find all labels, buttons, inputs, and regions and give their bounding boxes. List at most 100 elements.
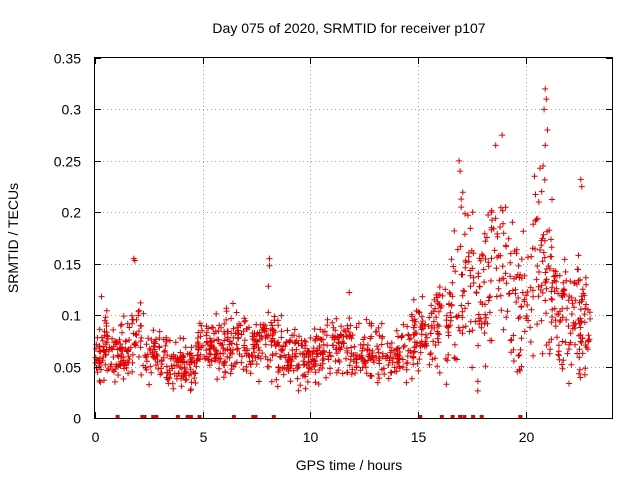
- data-point: [137, 344, 144, 351]
- data-point: [575, 317, 582, 323]
- data-point: [278, 334, 285, 341]
- data-point: [330, 342, 337, 349]
- data-point: [539, 350, 546, 357]
- data-point-zero: [142, 415, 147, 419]
- data-point: [520, 228, 527, 235]
- data-point: [310, 361, 316, 368]
- data-point: [308, 358, 315, 365]
- data-point: [224, 334, 231, 341]
- data-point: [224, 346, 231, 352]
- data-point: [447, 322, 454, 329]
- data-point: [316, 343, 323, 349]
- chart-title: Day 075 of 2020, SRMTID for receiver p10…: [212, 20, 485, 36]
- data-point: [290, 367, 297, 374]
- data-point-notable: [346, 289, 353, 296]
- data-point: [284, 327, 291, 334]
- data-point: [482, 363, 489, 370]
- data-point: [514, 271, 521, 278]
- data-point-zero: [197, 415, 202, 419]
- data-point: [251, 349, 258, 356]
- x-tick-label: 15: [411, 429, 427, 445]
- data-point: [475, 273, 482, 280]
- data-point: [577, 324, 584, 331]
- data-point: [497, 224, 504, 230]
- data-point: [250, 345, 257, 352]
- data-point: [116, 345, 123, 352]
- data-point: [223, 305, 230, 312]
- data-point: [386, 357, 393, 364]
- data-point: [542, 297, 549, 304]
- data-point-notable: [541, 106, 548, 113]
- data-point: [508, 349, 515, 356]
- data-point: [580, 290, 587, 297]
- data-point: [424, 334, 430, 341]
- data-point: [572, 320, 579, 327]
- data-point: [325, 356, 332, 363]
- data-point: [226, 341, 233, 348]
- data-point: [541, 254, 548, 261]
- data-point: [309, 350, 316, 357]
- data-point-zero: [175, 415, 180, 419]
- data-point: [378, 341, 385, 348]
- data-point: [203, 332, 210, 339]
- data-point: [576, 366, 583, 373]
- data-point: [361, 358, 368, 365]
- data-point: [178, 383, 185, 390]
- data-point: [436, 331, 443, 338]
- data-point: [415, 308, 422, 315]
- data-point-zero: [140, 415, 145, 419]
- data-point: [416, 309, 423, 316]
- data-point: [135, 312, 142, 319]
- data-point-notable: [419, 293, 426, 300]
- data-point: [336, 359, 343, 365]
- data-point: [283, 366, 290, 373]
- data-point: [202, 355, 209, 362]
- data-point: [376, 355, 383, 362]
- data-point: [275, 364, 282, 370]
- data-point: [565, 346, 572, 353]
- data-point: [353, 324, 360, 331]
- data-point: [96, 355, 103, 362]
- data-point: [138, 371, 145, 378]
- data-point: [238, 331, 245, 338]
- data-point: [460, 287, 467, 294]
- data-point: [302, 338, 309, 345]
- data-point: [518, 303, 525, 310]
- data-point-zero: [185, 415, 190, 419]
- data-point: [548, 244, 555, 251]
- data-point: [282, 343, 289, 349]
- y-tick-label: 0.1: [62, 308, 82, 324]
- data-point: [350, 352, 357, 358]
- data-point: [515, 294, 522, 301]
- data-point: [366, 351, 373, 358]
- data-point: [177, 349, 184, 356]
- data-point: [269, 337, 276, 344]
- data-point: [211, 351, 218, 358]
- data-point: [242, 317, 249, 324]
- data-point: [315, 335, 322, 342]
- data-point: [288, 358, 295, 365]
- data-point: [551, 288, 558, 295]
- data-point: [445, 332, 452, 339]
- data-point: [543, 342, 550, 349]
- data-point: [582, 365, 589, 372]
- data-point: [280, 371, 287, 378]
- data-point: [269, 326, 276, 333]
- data-point: [333, 369, 340, 376]
- data-point: [164, 352, 171, 359]
- data-point: [253, 361, 260, 367]
- data-point: [429, 356, 436, 363]
- data-point: [214, 336, 220, 343]
- data-point: [101, 332, 108, 339]
- data-point: [562, 268, 569, 275]
- data-point: [443, 381, 450, 388]
- data-point: [525, 317, 532, 324]
- data-point: [329, 334, 336, 341]
- data-point: [408, 313, 415, 320]
- data-point: [114, 352, 121, 359]
- data-point: [96, 377, 103, 384]
- data-point: [196, 344, 203, 351]
- data-point: [465, 300, 472, 307]
- data-point: [343, 345, 350, 352]
- data-point: [306, 347, 313, 354]
